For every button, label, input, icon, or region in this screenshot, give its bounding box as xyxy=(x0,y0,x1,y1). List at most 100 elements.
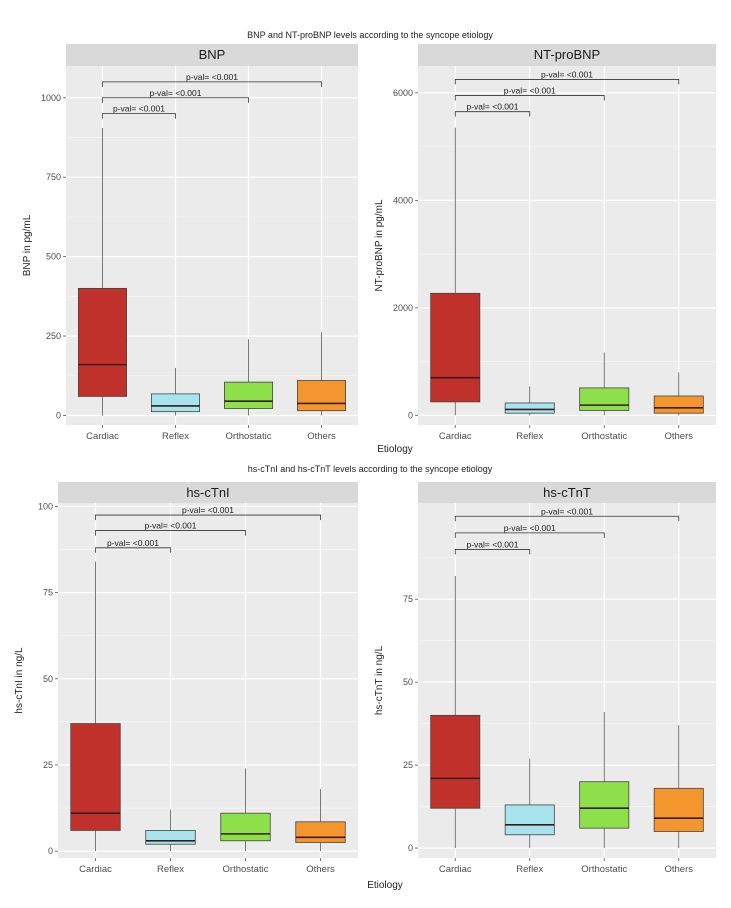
comparison-others: p-val= <0.001 xyxy=(102,72,322,87)
box-iqr xyxy=(151,393,200,413)
comparison-label: p-val= <0.001 xyxy=(541,69,593,79)
comparison-label: p-val= <0.001 xyxy=(541,506,593,516)
bottom-group-title: hs-cTnI and hs-cTnT levels according to … xyxy=(248,464,493,474)
box-cardiac xyxy=(430,127,481,416)
box-iqr xyxy=(504,402,555,414)
box-iqr xyxy=(430,714,481,809)
x-tick-label: Others xyxy=(307,431,336,442)
box-orthostatic xyxy=(579,352,630,416)
box-cardiac xyxy=(78,127,127,416)
comparison-bracket xyxy=(454,95,605,101)
panel-strip-title: hs-cTnT xyxy=(543,485,591,500)
box-cardiac xyxy=(70,561,121,852)
comparison-orthostatic: p-val= <0.001 xyxy=(454,86,605,101)
comparison-bracket xyxy=(454,111,531,117)
comparison-bracket xyxy=(95,514,321,521)
y-tick-label: 0 xyxy=(408,410,413,420)
box-iqr xyxy=(224,381,273,409)
box-orthostatic xyxy=(579,712,630,849)
comparison-label: p-val= <0.001 xyxy=(504,523,556,533)
y-tick-label: 750 xyxy=(46,172,61,182)
comparison-orthostatic: p-val= <0.001 xyxy=(102,88,249,103)
y-tick-label: 75 xyxy=(43,588,53,598)
x-tick-label: Cardiac xyxy=(86,431,119,442)
box-iqr xyxy=(653,787,704,832)
y-tick-label: 0 xyxy=(56,410,61,420)
x-tick-label: Orthostatic xyxy=(223,864,269,875)
x-tick-label: Reflex xyxy=(162,431,189,442)
comparison-reflex: p-val= <0.001 xyxy=(454,102,531,117)
comparison-bracket xyxy=(95,547,171,553)
comparison-others: p-val= <0.001 xyxy=(454,506,680,522)
box-others xyxy=(653,372,704,416)
y-tick-label: 25 xyxy=(403,760,413,770)
panel-bnp: BNP 0 250 500 750 1000 BNP in pg/mL Cardiac Refl… xyxy=(22,44,358,442)
box-iqr xyxy=(145,830,196,845)
comparison-label: p-val= <0.001 xyxy=(182,505,234,515)
y-axis-title: BNP in pg/mL xyxy=(22,214,33,276)
comparison-bracket xyxy=(454,532,605,538)
comparison-others: p-val= <0.001 xyxy=(454,69,680,85)
x-tick-label: Orthostatic xyxy=(581,431,627,442)
box-others xyxy=(653,725,704,849)
comparison-orthostatic: p-val= <0.001 xyxy=(454,523,605,538)
y-tick-label: 0 xyxy=(408,843,413,853)
comparison-bracket xyxy=(102,97,249,103)
box-others xyxy=(297,332,346,416)
panel-strip-title: NT-proBNP xyxy=(534,47,600,62)
x-tick-label: Cardiac xyxy=(439,864,472,875)
panel-strip xyxy=(58,482,358,503)
box-orthostatic xyxy=(224,339,273,416)
panel-strip-title: BNP xyxy=(199,47,226,62)
x-tick-label: Cardiac xyxy=(439,431,472,442)
y-tick-label: 1000 xyxy=(41,93,61,103)
box-iqr xyxy=(504,804,555,836)
comparison-label: p-val= <0.001 xyxy=(150,88,202,98)
panel-hs-ctnt: hs-cTnT 0 25 50 75 hs-cTnT in ng/L Cardiac Refl… xyxy=(374,482,716,875)
top-group-title: BNP and NT-proBNP levels according to th… xyxy=(247,30,493,40)
y-tick-label: 2000 xyxy=(393,303,413,313)
panel-hs-ctni: hs-cTnI 0 25 50 75 100 hs-cTnI in ng/L Cardiac R… xyxy=(14,482,358,875)
comparison-orthostatic: p-val= <0.001 xyxy=(95,521,246,536)
box-iqr xyxy=(579,781,630,829)
box-iqr xyxy=(295,821,346,843)
comparison-bracket xyxy=(454,549,531,555)
y-tick-label: 0 xyxy=(48,846,53,856)
comparison-bracket xyxy=(95,530,246,536)
y-axis-title: hs-cTnT in ng/L xyxy=(374,645,385,715)
box-reflex xyxy=(151,367,200,416)
y-axis-title: NT-proBNP in pg/mL xyxy=(374,199,385,292)
panel-strip xyxy=(418,482,716,503)
comparison-bracket xyxy=(102,113,176,119)
box-iqr xyxy=(297,380,346,412)
box-reflex xyxy=(504,386,555,416)
box-orthostatic xyxy=(220,768,271,852)
x-tick-label: Orthostatic xyxy=(581,864,627,875)
box-cardiac xyxy=(430,575,481,849)
y-axis-title: hs-cTnI in ng/L xyxy=(14,647,25,714)
panel-nt-probnp: NT-proBNP 0 2000 4000 6000 NT-proBNP in pg/mL… xyxy=(374,44,716,442)
comparison-label: p-val= <0.001 xyxy=(467,102,519,112)
y-tick-label: 75 xyxy=(403,594,413,604)
box-others xyxy=(295,789,346,852)
y-tick-label: 50 xyxy=(43,674,53,684)
comparison-label: p-val= <0.001 xyxy=(467,539,519,549)
box-iqr xyxy=(220,812,271,842)
y-tick-label: 4000 xyxy=(393,195,413,205)
panel-strip xyxy=(418,44,716,66)
comparison-bracket xyxy=(102,81,322,87)
comparison-label: p-val= <0.001 xyxy=(107,538,159,548)
y-tick-label: 50 xyxy=(403,677,413,687)
panel-strip-title: hs-cTnI xyxy=(186,485,229,500)
comparison-bracket xyxy=(454,79,680,85)
box-iqr xyxy=(70,723,121,831)
bottom-x-axis-title: Etiology xyxy=(367,880,403,891)
y-tick-label: 6000 xyxy=(393,88,413,98)
box-iqr xyxy=(78,287,127,397)
box-iqr xyxy=(430,292,481,403)
panel-strip xyxy=(66,44,358,66)
y-tick-label: 100 xyxy=(38,501,53,511)
comparison-reflex: p-val= <0.001 xyxy=(102,104,176,119)
comparison-others: p-val= <0.001 xyxy=(95,505,321,521)
comparison-label: p-val= <0.001 xyxy=(504,86,556,96)
